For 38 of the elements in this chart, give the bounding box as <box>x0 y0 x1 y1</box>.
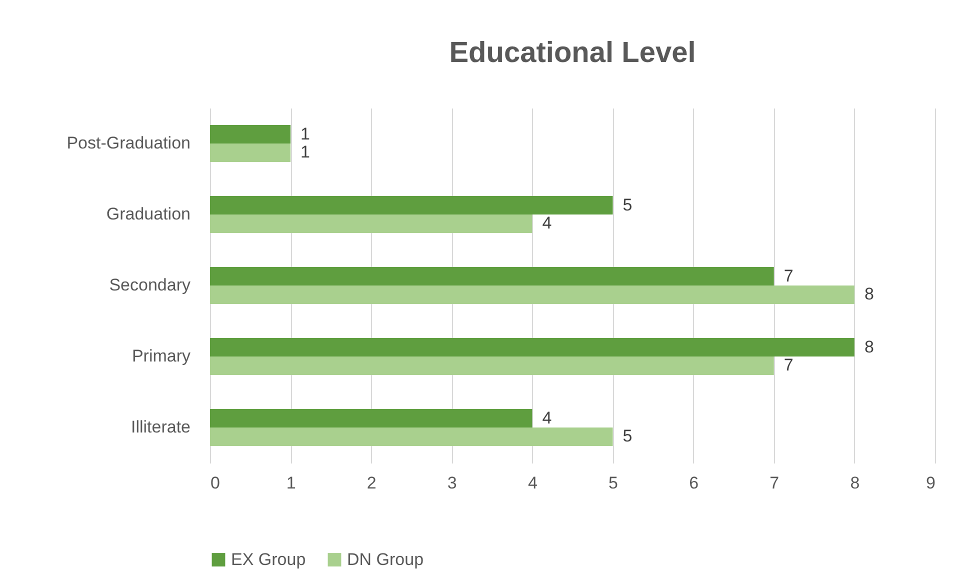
data-label: 7 <box>784 266 794 286</box>
x-tick-label: 8 <box>850 474 860 492</box>
legend-label: DN Group <box>347 550 424 569</box>
bar <box>210 196 613 214</box>
bar <box>210 125 291 144</box>
data-label: 7 <box>784 356 794 375</box>
x-tick-label: 2 <box>366 474 376 492</box>
data-label: 5 <box>622 426 632 446</box>
x-tick-label: 6 <box>689 474 699 492</box>
data-label: 8 <box>864 284 874 304</box>
bar <box>210 267 774 286</box>
bar <box>210 286 854 304</box>
bar <box>210 214 532 233</box>
x-tick-label: 5 <box>608 474 618 492</box>
data-label: 4 <box>542 214 552 233</box>
x-tick-label: 9 <box>926 474 936 492</box>
y-tick-label: Primary <box>132 346 191 366</box>
chart-title: Educational Level <box>449 37 696 69</box>
data-label: 4 <box>542 408 552 428</box>
bar <box>210 428 613 446</box>
x-tick-label: 3 <box>447 474 457 492</box>
data-label: 5 <box>622 195 632 214</box>
y-tick-label: Secondary <box>109 276 191 294</box>
data-label: 1 <box>300 124 310 144</box>
x-tick-label: 1 <box>286 474 296 492</box>
bar <box>210 409 532 428</box>
x-tick-label: 0 <box>210 474 220 492</box>
bar <box>210 338 854 356</box>
x-tick-label: 7 <box>770 474 780 492</box>
y-tick-label: Post-Graduation <box>66 134 190 152</box>
data-label: 8 <box>864 337 874 356</box>
x-tick-label: 4 <box>528 474 538 492</box>
legend-label: EX Group <box>231 550 306 569</box>
bar <box>210 144 291 162</box>
data-label: 1 <box>300 142 310 162</box>
bar <box>210 356 774 375</box>
y-tick-label: Illiterate <box>130 418 190 436</box>
y-tick-label: Graduation <box>106 204 190 224</box>
